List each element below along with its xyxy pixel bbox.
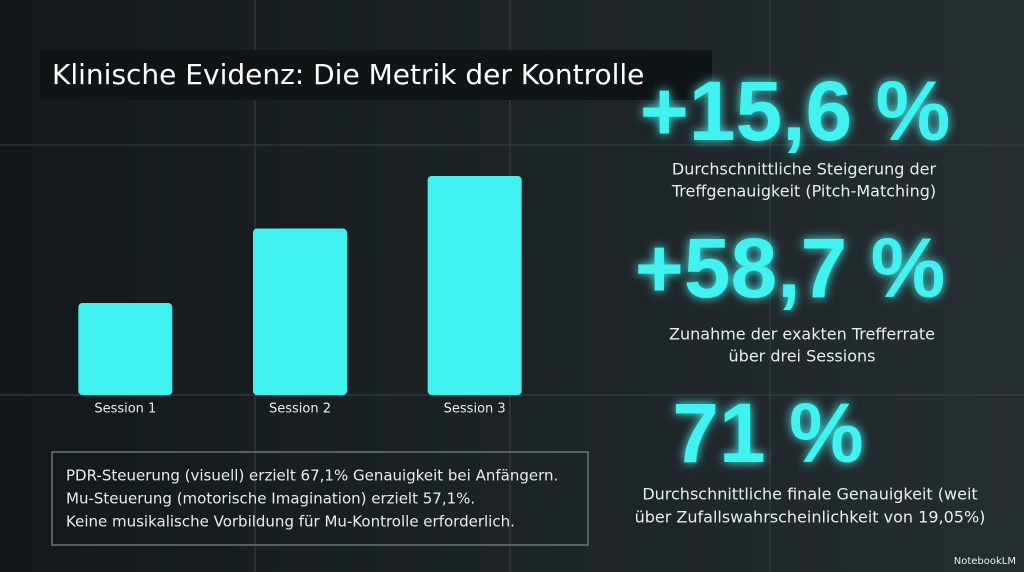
brand: NotebookLM	[954, 556, 1016, 567]
stat-caption: Treffgenauigkeit (Pitch-Matching)	[671, 182, 936, 201]
stat-caption: Zunahme der exakten Trefferrate	[669, 325, 935, 344]
stat-caption: Durchschnittliche finale Genauigkeit (we…	[642, 485, 977, 504]
x-tick-label: Session 3	[444, 402, 506, 417]
x-tick-label: Session 1	[94, 402, 156, 417]
title-background	[40, 50, 712, 100]
bar	[427, 176, 522, 395]
stat-value: 71 %	[672, 386, 863, 480]
notes-box	[51, 451, 589, 546]
stat-caption: über drei Sessions	[729, 347, 876, 366]
note: PDR-Steuerung (visuell) erzielt 67,1% Ge…	[66, 467, 558, 485]
stat-caption: Durchschnittliche Steigerung der	[672, 160, 937, 179]
stat-value: +58,7 %	[635, 221, 946, 315]
x-tick-label: Session 2	[269, 402, 331, 417]
stat-value: +15,6 %	[640, 64, 951, 158]
bar	[78, 303, 173, 395]
note: Mu-Steuerung (motorische Imagination) er…	[66, 490, 475, 508]
slide-title: Klinische Evidenz: Die Metrik der Kontro…	[52, 58, 644, 91]
note: Keine musikalische Vorbildung für Mu-Kon…	[66, 513, 515, 531]
bar	[253, 228, 347, 395]
stat-caption: über Zufallswahrscheinlichkeit von 19,05…	[635, 508, 986, 527]
